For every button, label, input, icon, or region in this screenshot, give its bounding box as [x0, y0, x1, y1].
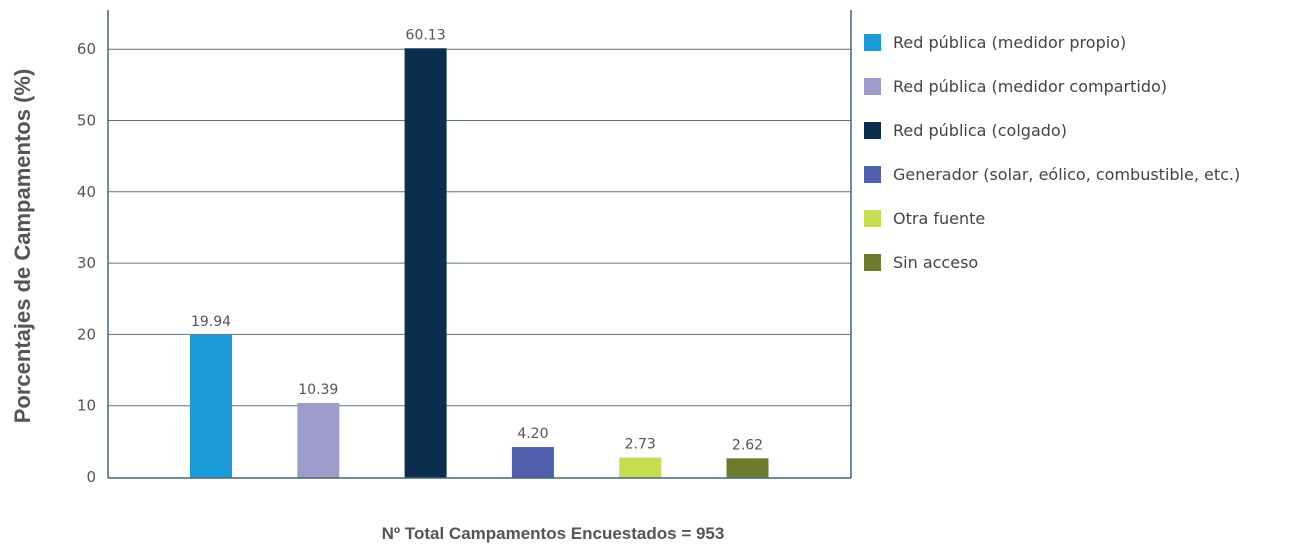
bar [297, 402, 340, 478]
y-tick-label: 30 [77, 254, 96, 272]
legend-swatch [864, 78, 881, 95]
data-label: 60.13 [406, 27, 446, 43]
legend-swatch [864, 166, 881, 183]
legend-label: Sin acceso [893, 253, 978, 272]
legend-label: Otra fuente [893, 209, 985, 228]
y-tick-label: 60 [77, 40, 96, 58]
x-axis-title: Nº Total Campamentos Encuestados = 953 [382, 524, 725, 543]
bars [190, 48, 769, 478]
data-labels: 19.94 10.39 60.13 4.20 2.73 2.62 [191, 27, 763, 453]
y-tick-label: 10 [77, 397, 96, 415]
legend-swatch [864, 254, 881, 271]
bar [619, 457, 662, 478]
bar [404, 48, 447, 478]
legend-swatch [864, 122, 881, 139]
gridlines [108, 48, 851, 407]
legend-swatch [864, 34, 881, 51]
y-axis-title: Porcentajes de Campamentos (%) [10, 69, 35, 424]
legend: Red pública (medidor propio) Red pública … [864, 33, 1240, 272]
axes [107, 10, 852, 479]
legend-label: Red pública (medidor propio) [893, 33, 1126, 52]
data-label: 4.20 [517, 426, 548, 442]
bar [190, 334, 232, 478]
data-label: 2.73 [625, 437, 656, 453]
data-label: 19.94 [191, 314, 231, 330]
data-label: 10.39 [298, 382, 338, 398]
legend-swatch [864, 210, 881, 227]
legend-label: Red pública (colgado) [893, 121, 1067, 140]
legend-label: Generador (solar, eólico, combustible, e… [893, 165, 1240, 184]
bar [511, 447, 554, 478]
y-tick-label: 50 [77, 112, 96, 130]
y-tick-label: 0 [86, 468, 96, 486]
y-tick-labels: 0 10 20 30 40 50 60 [77, 40, 96, 486]
y-tick-label: 40 [77, 183, 96, 201]
y-tick-label: 20 [77, 325, 96, 343]
legend-label: Red pública (medidor compartido) [893, 77, 1167, 96]
bar [726, 458, 769, 478]
data-label: 2.62 [732, 437, 763, 453]
